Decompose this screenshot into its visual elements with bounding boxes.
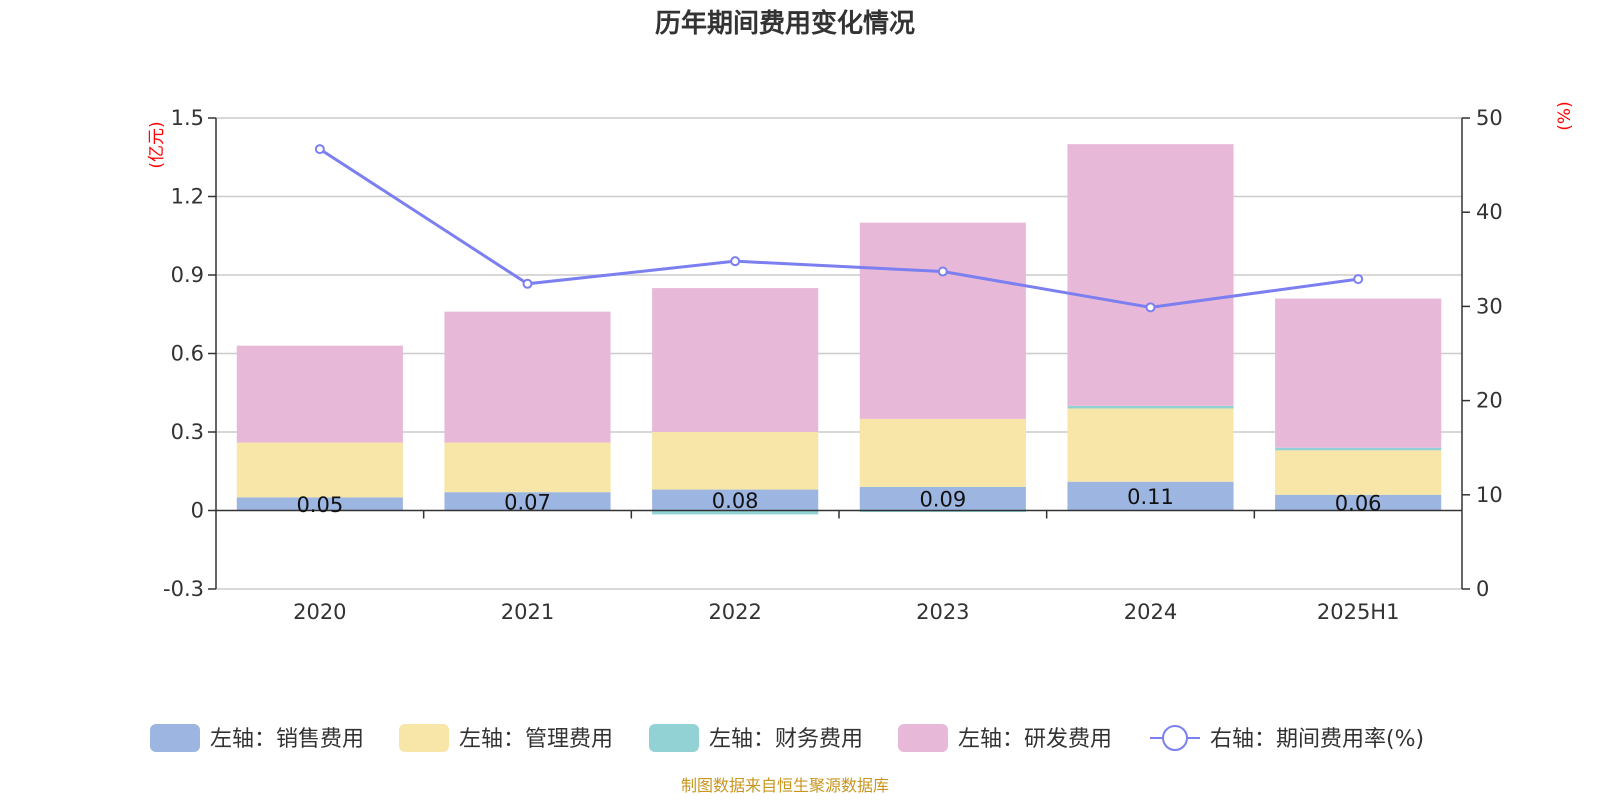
data-label: 0.06 — [1335, 492, 1382, 516]
bar-segment — [859, 510, 1026, 513]
legend-label: 左轴：销售费用 — [210, 727, 364, 752]
bar-segment — [1067, 481, 1234, 511]
data-label: 0.09 — [919, 488, 966, 512]
bar-segment — [859, 222, 1026, 419]
bar-segment — [652, 432, 819, 490]
rate-line-path — [319, 147, 1359, 309]
bar-segment — [1275, 450, 1442, 495]
bar-segment — [652, 288, 819, 432]
bar-segment — [236, 345, 403, 443]
bar-segment — [236, 497, 403, 511]
category-label: 2021 — [501, 600, 554, 624]
rate-point — [522, 278, 533, 289]
right-axis-unit: (%) — [1555, 101, 1575, 130]
rate-point — [1353, 274, 1364, 285]
rate-point — [314, 144, 325, 155]
legend-label: 左轴：研发费用 — [958, 727, 1112, 752]
right-tick-label: 50 — [1476, 106, 1503, 130]
left-tick-label: 0.6 — [171, 342, 204, 366]
right-tick-label: 0 — [1476, 577, 1489, 601]
legend-swatch — [649, 724, 699, 752]
bar-segment — [1067, 144, 1234, 406]
right-tick-label: 40 — [1476, 200, 1503, 224]
left-tick-label: 0.3 — [171, 420, 204, 444]
left-tick-label: 1.5 — [171, 106, 204, 130]
right-tick-label: 10 — [1476, 483, 1503, 507]
left-tick-label: 1.2 — [171, 185, 204, 209]
category-label: 2024 — [1124, 600, 1177, 624]
right-tick-label: 30 — [1476, 294, 1503, 318]
data-label: 0.08 — [712, 489, 759, 513]
bar-segment — [652, 489, 819, 511]
data-labels: 0.05 0.07 0.08 0.09 0.11 0.06 — [296, 485, 1381, 517]
grid — [216, 117, 1462, 590]
bar-segment — [1067, 405, 1234, 409]
data-label: 0.07 — [504, 490, 551, 514]
legend-swatch — [150, 724, 200, 752]
left-tick-label: 0.9 — [171, 263, 204, 287]
bar-segment — [1275, 447, 1442, 451]
category-label: 2022 — [708, 600, 761, 624]
legend-label: 左轴：管理费用 — [459, 727, 613, 752]
legend-swatch — [399, 724, 449, 752]
bar-segment — [1067, 408, 1234, 482]
bar-segment — [444, 442, 611, 493]
bar-segment — [236, 442, 403, 498]
chart-title: 历年期间费用变化情况 — [655, 8, 915, 39]
category-label: 2020 — [293, 600, 346, 624]
bar-segment — [444, 492, 611, 511]
data-label: 0.05 — [296, 493, 343, 517]
rate-point — [1145, 302, 1156, 313]
category-label: 2023 — [916, 600, 969, 624]
source-note: 制图数据来自恒生聚源数据库 — [681, 776, 889, 795]
bar-segment — [444, 311, 611, 443]
legend-circle-swatch — [1162, 725, 1188, 751]
legend-label: 右轴：期间费用率(%) — [1210, 727, 1424, 752]
data-label: 0.11 — [1127, 485, 1174, 509]
rate-line — [314, 144, 1364, 313]
right-tick-label: 20 — [1476, 389, 1503, 413]
bar-segment — [652, 510, 819, 515]
left-tick-label: -0.3 — [163, 577, 204, 601]
legend: 左轴：销售费用 左轴：管理费用 左轴：财务费用 左轴：研发费用 右轴：期间费用率(%) — [150, 724, 1424, 752]
axes: 1.5 1.2 0.9 0.6 0.3 0 -0.3 50 40 30 20 10 0 2020 2021 2… — [163, 106, 1503, 624]
legend-label: 左轴：财务费用 — [709, 727, 863, 752]
rate-point — [730, 256, 741, 267]
legend-swatch — [898, 724, 948, 752]
category-label: 2025H1 — [1317, 600, 1400, 624]
bar-segment — [1275, 298, 1442, 448]
bar-segment — [859, 418, 1026, 487]
left-axis-unit: (亿元) — [147, 121, 167, 168]
bar-segment — [1275, 494, 1442, 511]
bars — [236, 144, 1442, 515]
rate-point — [937, 266, 948, 277]
bar-segment — [859, 486, 1026, 511]
left-tick-label: 0 — [191, 499, 204, 523]
